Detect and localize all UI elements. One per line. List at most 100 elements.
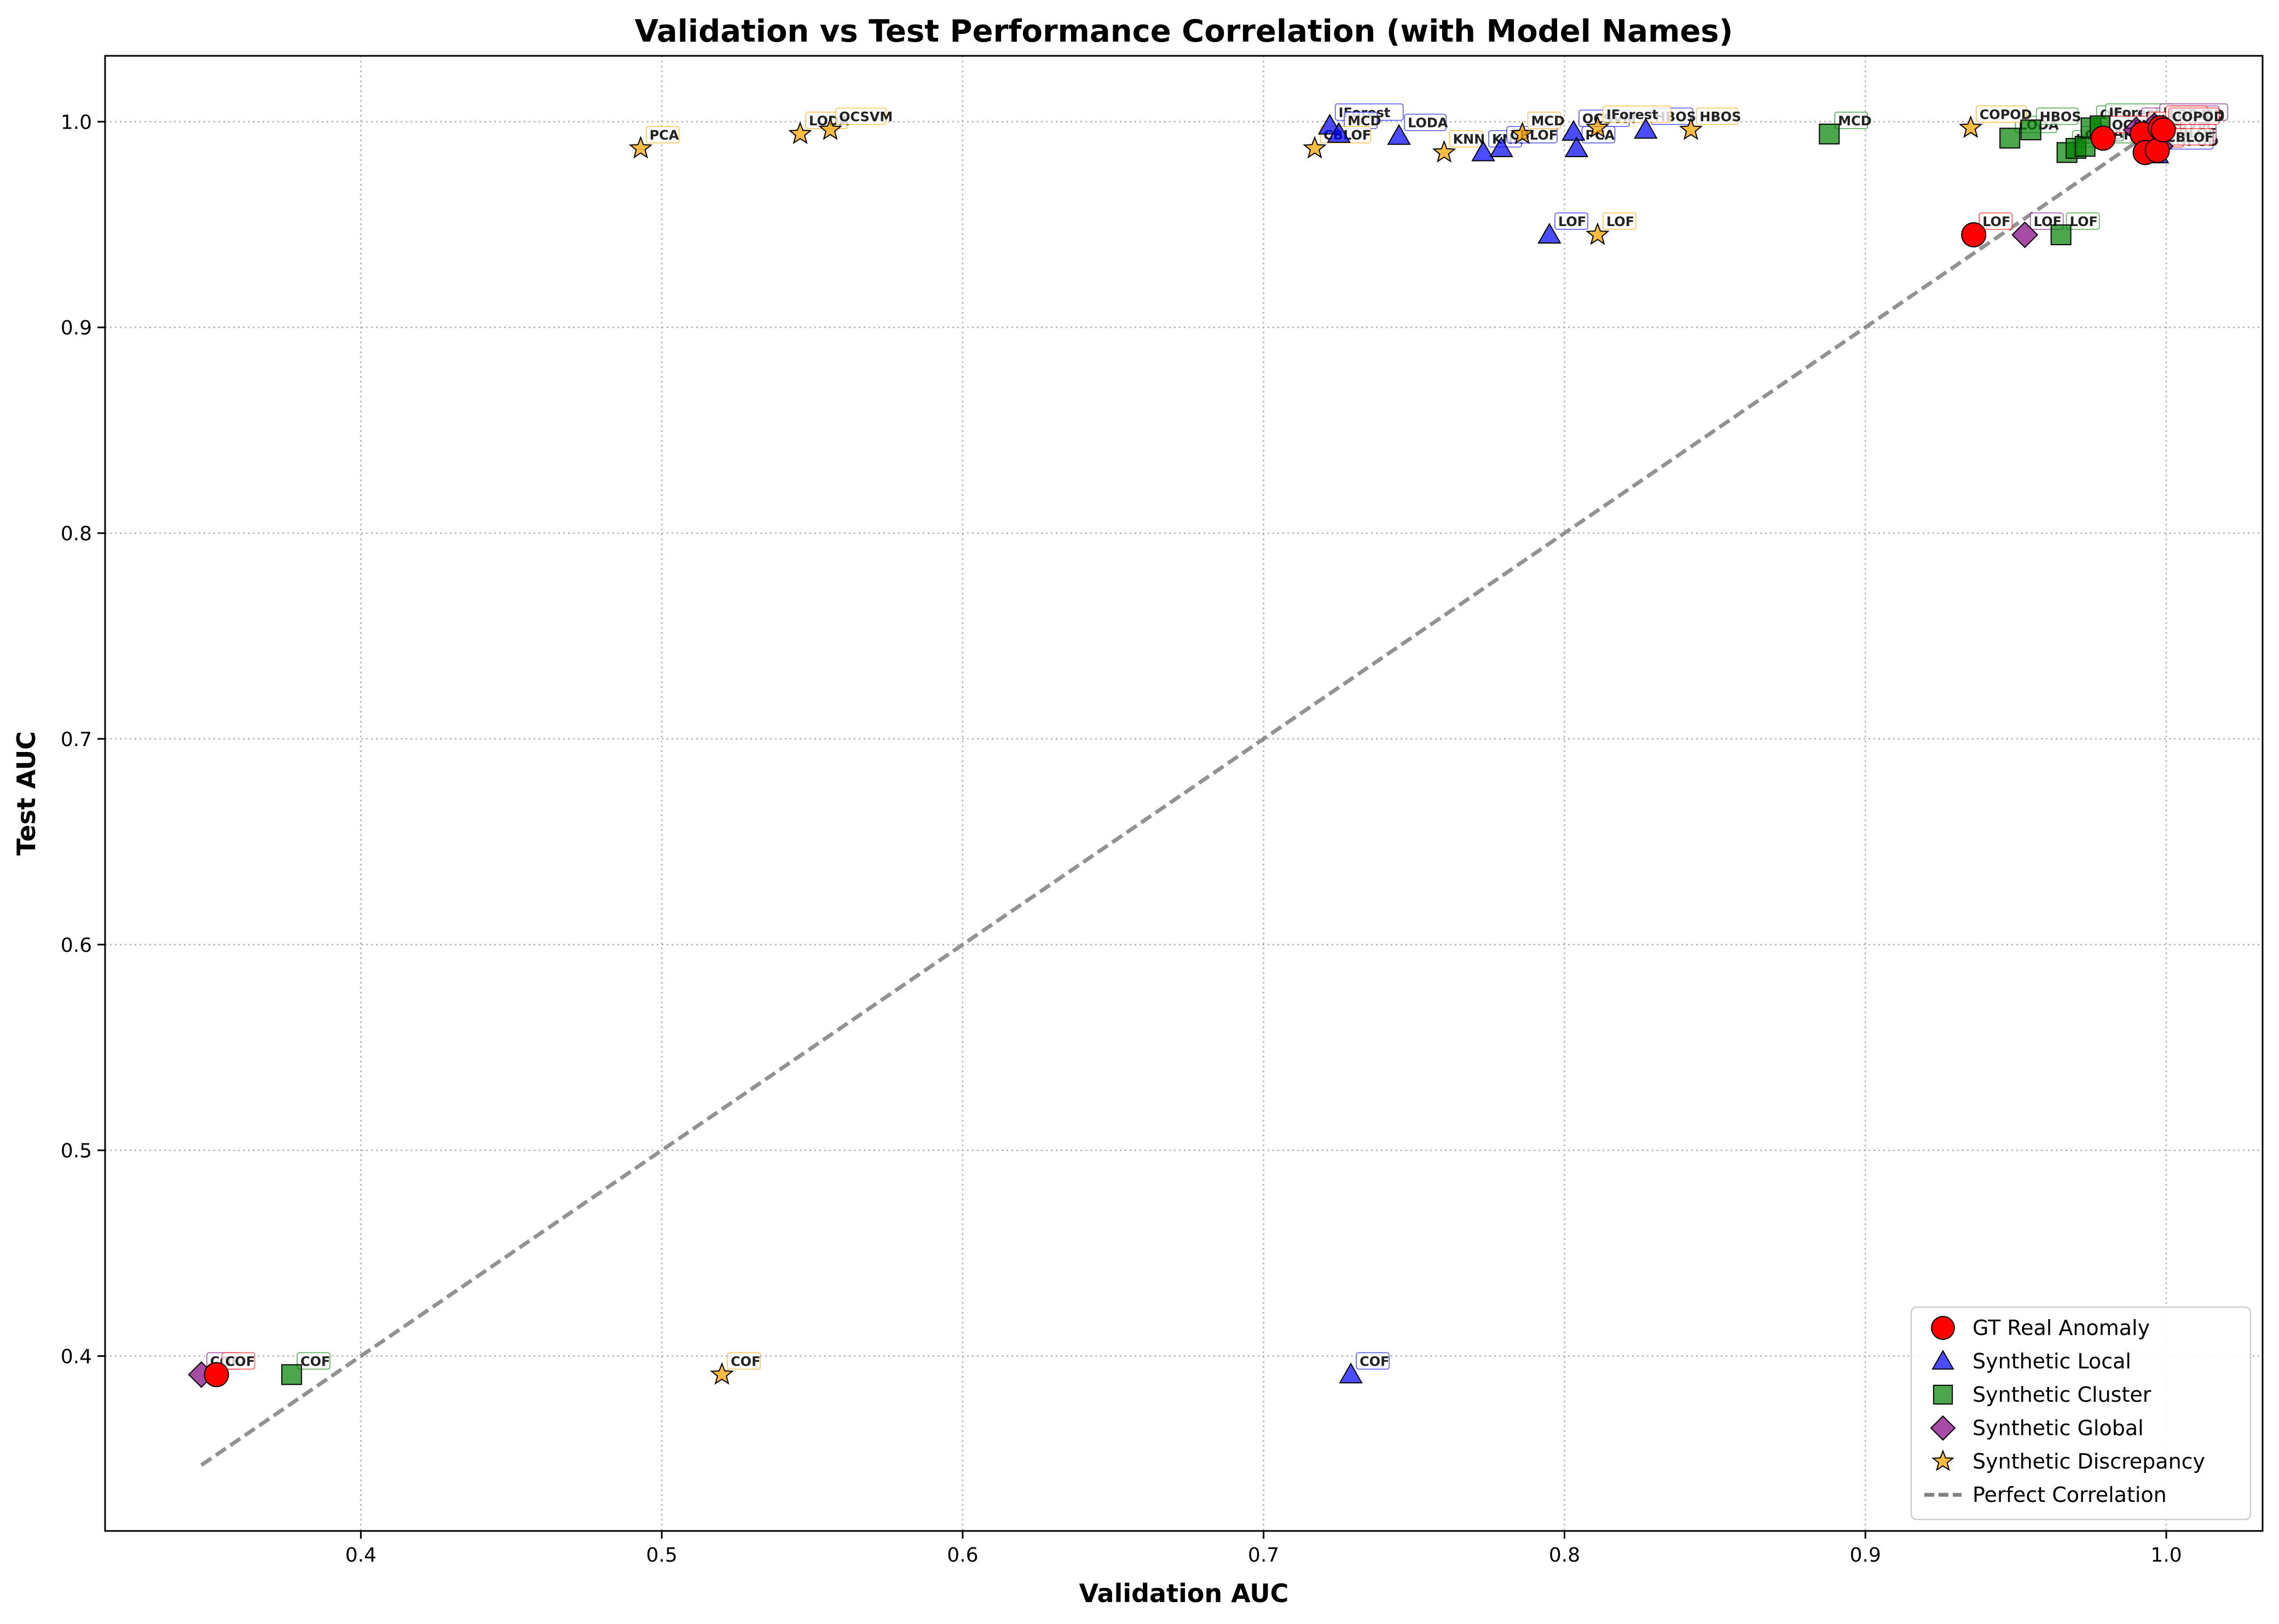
synthetic-discrepancy-point [1586, 115, 1610, 138]
synthetic-local-point [1489, 136, 1513, 158]
synthetic-local-point [1327, 122, 1351, 143]
point-label: MCD [1838, 113, 1871, 129]
legend-box [1910, 1306, 2252, 1521]
synthetic-local-point [1387, 124, 1411, 145]
y-tick-label: 0.5 [61, 1140, 92, 1163]
gt-real-anomaly-point [204, 1362, 229, 1388]
point-label-box [1834, 112, 1869, 129]
point-label: LOF [2070, 214, 2098, 229]
y-tick-label: 0.7 [61, 729, 92, 751]
synthetic-cluster-point [2050, 224, 2072, 246]
synthetic-discrepancy-point [818, 117, 842, 140]
point-label-box [727, 1352, 761, 1370]
point-label-box [221, 1352, 256, 1370]
point-label: IForest [1606, 107, 1658, 123]
point-label-box [1696, 107, 1739, 125]
synthetic-discrepancy-point [1959, 115, 1983, 138]
legend-label: Synthetic Cluster [1973, 1383, 2151, 1407]
y-axis-title: Test AUC [11, 731, 41, 856]
point-label-box [835, 107, 887, 125]
point-label-box [1404, 113, 1447, 131]
perfect-correlation-line [200, 120, 2168, 1467]
point-label-box [2066, 212, 2100, 230]
synthetic-discrepancy-point [1510, 121, 1535, 145]
synthetic-global-point [2011, 221, 2039, 248]
point-label: HBOS [1699, 109, 1741, 124]
synthetic-discrepancy-point [628, 136, 653, 159]
point-label: LOF [1558, 214, 1586, 229]
point-label-box [2035, 107, 2079, 125]
legend-marker [1931, 1349, 1954, 1370]
chart-title: Validation vs Test Performance Correlati… [635, 14, 1733, 49]
y-tick-label: 0.8 [61, 523, 92, 545]
point-label: COF [1360, 1354, 1389, 1369]
synthetic-discrepancy-point [1586, 222, 1610, 245]
x-tick-label: 0.5 [646, 1544, 677, 1567]
point-label: COF [300, 1354, 330, 1369]
point-label-box [645, 126, 680, 143]
x-tick-label: 0.7 [1248, 1544, 1279, 1567]
legend-label: Perfect Correlation [1973, 1483, 2167, 1507]
y-tick-label: 0.6 [61, 934, 92, 957]
y-tick-label: 0.4 [61, 1346, 92, 1368]
synthetic-cluster-point [1999, 128, 2021, 149]
point-label: COF [731, 1354, 760, 1369]
legend-marker [1931, 1449, 1954, 1471]
x-tick-label: 0.8 [1549, 1544, 1580, 1567]
legend-label: Synthetic Discrepancy [1973, 1449, 2205, 1473]
x-tick-label: 0.6 [947, 1544, 978, 1567]
gt-real-anomaly-point [1961, 222, 1987, 248]
point-label: PCA [650, 128, 679, 143]
point-label: KNN [1453, 132, 1485, 147]
point-label-box [2168, 107, 2220, 125]
point-label-box [1554, 212, 1588, 230]
point-label-box [297, 1352, 331, 1370]
point-label-box [1603, 105, 1671, 123]
x-tick-label: 1.0 [2150, 1544, 2182, 1567]
synthetic-cluster-point [2020, 119, 2041, 141]
legend-label: Synthetic Global [1973, 1416, 2144, 1440]
point-label: HBOS [2040, 109, 2081, 124]
synthetic-local-point [1339, 1362, 1363, 1384]
x-axis-title: Validation AUC [1079, 1579, 1288, 1608]
legend-marker [1933, 1384, 1953, 1405]
synthetic-local-point [1564, 136, 1589, 158]
synthetic-discrepancy-point [788, 121, 812, 145]
synthetic-discrepancy-point [710, 1362, 734, 1385]
synthetic-local-point [1537, 222, 1561, 244]
gt-real-anomaly-point [2090, 125, 2116, 151]
point-label: COF [225, 1354, 254, 1369]
synthetic-cluster-point [281, 1364, 302, 1385]
legend-label: GT Real Anomaly [1973, 1316, 2150, 1340]
legend-marker [1930, 1415, 1956, 1441]
synthetic-local-point [1634, 118, 1658, 139]
x-tick-label: 0.9 [1850, 1544, 1881, 1567]
gt-real-anomaly-point [2150, 117, 2176, 143]
point-label-box [1527, 112, 1561, 129]
point-label: LOF [1982, 214, 2010, 229]
synthetic-local-point [1561, 120, 1586, 141]
point-label-box [1979, 212, 2012, 230]
plot-frame [104, 55, 2264, 1532]
point-label: MCD [1531, 113, 1565, 129]
x-tick-label: 0.4 [345, 1544, 377, 1567]
point-label-box [1449, 130, 1483, 148]
point-label: OCSVM [839, 109, 893, 124]
synthetic-discrepancy-point [1432, 140, 1456, 163]
synthetic-local-point [1471, 140, 1495, 161]
point-label: COPOD [2172, 109, 2225, 124]
y-tick-label: 0.9 [61, 317, 92, 339]
point-label: MCD [1347, 113, 1381, 129]
legend-label: Synthetic Local [1973, 1349, 2131, 1373]
y-tick-label: 1.0 [61, 111, 92, 134]
point-label-box [1356, 1352, 1390, 1370]
point-label: LODA [1408, 115, 1448, 131]
synthetic-discrepancy-point [1679, 117, 1703, 140]
point-label: LOF [1606, 214, 1634, 229]
legend-marker [1931, 1316, 1955, 1340]
point-label-box [1975, 105, 2027, 123]
point-label-box [1603, 212, 1636, 230]
synthetic-cluster-point [1819, 123, 1840, 145]
